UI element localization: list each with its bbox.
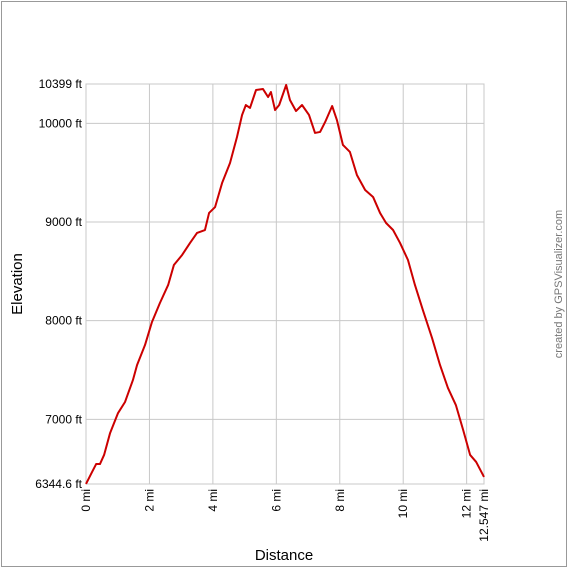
x-tick-label: 6 mi: [269, 489, 283, 512]
x-tick-label: 2 mi: [142, 489, 156, 512]
x-tick-label: 12.547 mi: [477, 489, 491, 542]
y-tick-label: 8000 ft: [45, 314, 82, 328]
y-tick-label: 9000 ft: [45, 215, 82, 229]
y-tick-label: 6344.6 ft: [35, 477, 82, 491]
elevation-line: [85, 83, 485, 485]
x-tick-label: 8 mi: [333, 489, 347, 512]
x-axis-title: Distance: [255, 547, 313, 564]
y-tick-label: 7000 ft: [45, 412, 82, 426]
y-tick-label: 10399 ft: [39, 77, 83, 91]
y-tick-label: 10000 ft: [39, 116, 83, 130]
x-tick-label: 0 mi: [79, 489, 93, 512]
y-axis-title: Elevation: [9, 253, 26, 315]
watermark: created by GPSVisualizer.com: [553, 210, 565, 358]
x-tick-label: 12 mi: [460, 489, 474, 518]
x-tick-label: 10 mi: [396, 489, 410, 518]
x-tick-label: 4 mi: [206, 489, 220, 512]
